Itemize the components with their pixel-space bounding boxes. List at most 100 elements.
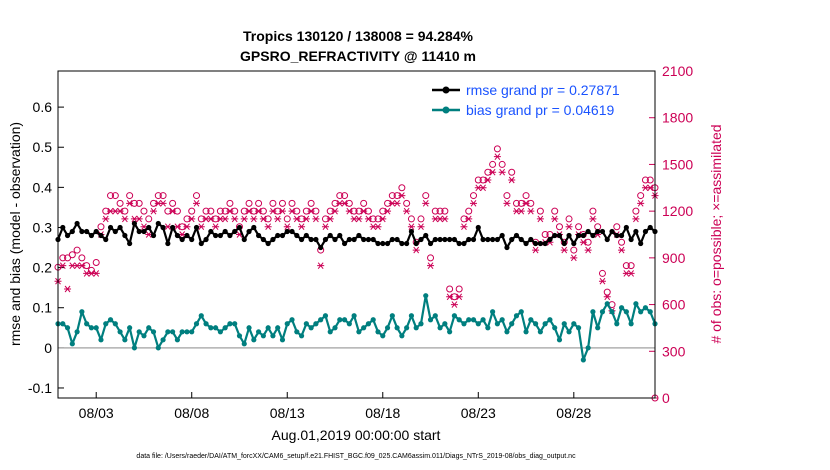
rmse-point <box>60 224 66 231</box>
rmse-point <box>236 224 243 231</box>
bias-point <box>98 337 104 343</box>
rmse-point <box>490 236 496 243</box>
rmse-point <box>270 236 276 243</box>
bias-point <box>389 313 395 319</box>
obs-assimilated-marker <box>250 215 258 223</box>
rmse-point <box>614 232 620 239</box>
bias-point <box>475 321 481 327</box>
obs-assimilated-marker <box>345 207 353 215</box>
obs-possible-marker <box>641 176 649 184</box>
bias-point <box>466 317 472 323</box>
obs-possible-marker <box>97 223 105 231</box>
bias-point <box>647 309 653 315</box>
rmse-point <box>618 232 625 239</box>
rmse-point <box>255 232 262 239</box>
rmse-point <box>93 228 99 235</box>
rmse-point <box>575 232 582 239</box>
bias-point <box>490 309 496 315</box>
bias-point <box>322 313 329 319</box>
obs-assimilated-marker <box>240 215 248 223</box>
obs-possible-marker <box>169 199 177 207</box>
rmse-point <box>533 240 539 247</box>
bias-point <box>361 325 367 331</box>
bias-point <box>165 329 171 335</box>
obs-possible-marker <box>637 192 645 200</box>
bias-point <box>614 321 620 327</box>
bias-point <box>313 321 319 327</box>
bias-point <box>552 325 558 331</box>
bias-point <box>284 321 290 327</box>
bias-point <box>112 321 118 327</box>
obs-assimilated-marker <box>159 200 167 207</box>
rmse-point <box>432 236 438 243</box>
obs-possible-marker <box>388 192 396 200</box>
plot-frame <box>57 70 656 399</box>
obs-assimilated-marker <box>293 215 301 223</box>
bias-point <box>222 325 228 331</box>
obs-possible-marker <box>522 192 530 200</box>
obs-assimilated-marker <box>589 215 597 223</box>
rmse-point <box>346 236 352 243</box>
obs-possible-marker <box>646 176 654 184</box>
y-right-tick-label: 300 <box>662 343 686 359</box>
rmse-point <box>504 244 510 251</box>
bias-point <box>365 321 372 327</box>
bias-point <box>480 317 486 323</box>
rmse-point <box>79 228 85 235</box>
obs-assimilated-marker <box>360 207 368 215</box>
rmse-point <box>466 236 472 243</box>
obs-possible-marker <box>116 199 124 207</box>
chart-subtitle: GPSRO_REFRACTIVITY @ 11410 m <box>240 48 476 64</box>
rmse-point <box>642 228 649 235</box>
bias-point <box>604 301 610 307</box>
rmse-point <box>494 236 500 243</box>
rmse-point <box>117 224 123 231</box>
rmse-point <box>628 236 634 243</box>
obs-assimilated-marker <box>341 200 349 207</box>
obs-possible-marker <box>403 199 411 207</box>
obs-possible-marker <box>341 192 349 200</box>
rmse-point <box>413 240 419 247</box>
rmse-point <box>599 228 606 235</box>
bias-point <box>60 321 66 327</box>
obs-assimilated-marker <box>231 215 239 223</box>
bias-point <box>155 345 161 351</box>
legend-rmse-label: rmse grand pr = 0.27871 <box>466 82 620 98</box>
obs-possible-marker <box>92 259 100 267</box>
obs-possible-marker <box>360 199 368 207</box>
obs-assimilated-marker <box>627 270 635 277</box>
bias-point <box>642 305 649 311</box>
rmse-point <box>451 236 458 243</box>
rmse-point <box>103 236 109 243</box>
rmse-point <box>461 240 467 247</box>
rmse-point <box>480 236 486 243</box>
rmse-point <box>547 236 553 243</box>
bias-point <box>513 313 520 319</box>
obs-assimilated-marker <box>298 223 306 231</box>
x-axis-label: Aug.01,2019 00:00:00 start <box>272 427 441 443</box>
bias-point <box>638 309 644 315</box>
bias-point <box>609 309 615 315</box>
bias-point <box>370 317 376 323</box>
rmse-point <box>590 232 596 239</box>
bias-point <box>628 321 634 327</box>
bias-point <box>298 333 305 339</box>
y-right-tick-label: 900 <box>662 250 686 266</box>
rmse-point <box>595 228 601 235</box>
rmse-point <box>633 228 639 235</box>
bias-point <box>485 325 491 331</box>
rmse-point <box>456 240 462 247</box>
x-tick-label: 08/13 <box>270 405 305 421</box>
bias-point <box>189 329 195 335</box>
obs-possible-marker <box>68 251 76 259</box>
bias-point <box>260 333 266 339</box>
obs-assimilated-marker <box>278 207 286 215</box>
bias-point <box>184 329 190 335</box>
bias-point <box>542 321 548 327</box>
bias-point <box>380 333 386 339</box>
y-right-tick-label: 600 <box>662 297 686 313</box>
rmse-point <box>88 232 95 239</box>
obs-assimilated-marker <box>489 168 497 176</box>
rmse-point <box>427 240 434 247</box>
x-tick-label: 08/18 <box>365 405 400 421</box>
